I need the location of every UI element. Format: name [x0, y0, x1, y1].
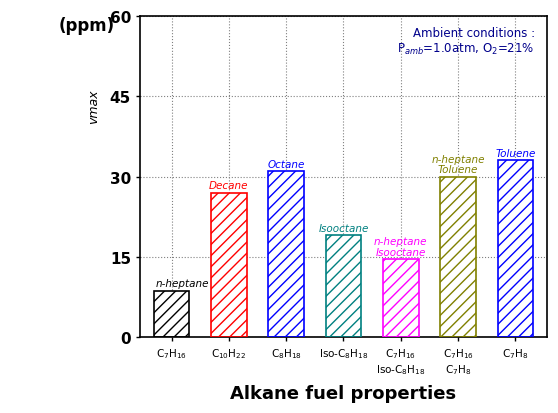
Bar	[211, 193, 247, 337]
Text: (ppm): (ppm)	[59, 17, 115, 35]
Bar	[498, 161, 533, 337]
Bar	[268, 172, 304, 337]
Bar	[440, 177, 476, 337]
Bar	[326, 236, 361, 337]
Text: Isooctane: Isooctane	[318, 224, 369, 234]
Text: Decane: Decane	[209, 181, 249, 191]
Text: vmax: vmax	[86, 90, 100, 124]
Text: n-heptane
Toluene: n-heptane Toluene	[431, 154, 485, 175]
Bar	[268, 172, 304, 337]
Text: Toluene: Toluene	[495, 149, 536, 159]
Bar	[211, 193, 247, 337]
Bar	[154, 292, 189, 337]
Bar	[440, 177, 476, 337]
Text: Octane: Octane	[267, 160, 305, 170]
Text: n-heptane
Isooctane: n-heptane Isooctane	[374, 237, 427, 258]
Bar	[326, 236, 361, 337]
Text: n-heptane: n-heptane	[156, 279, 209, 289]
X-axis label: Alkane fuel properties: Alkane fuel properties	[230, 384, 456, 402]
Bar	[154, 292, 189, 337]
Bar	[383, 260, 418, 337]
Bar	[498, 161, 533, 337]
Text: Ambient conditions :
P$_{amb}$=1.0atm, O$_2$=21%: Ambient conditions : P$_{amb}$=1.0atm, O…	[397, 27, 535, 57]
Bar	[383, 260, 418, 337]
